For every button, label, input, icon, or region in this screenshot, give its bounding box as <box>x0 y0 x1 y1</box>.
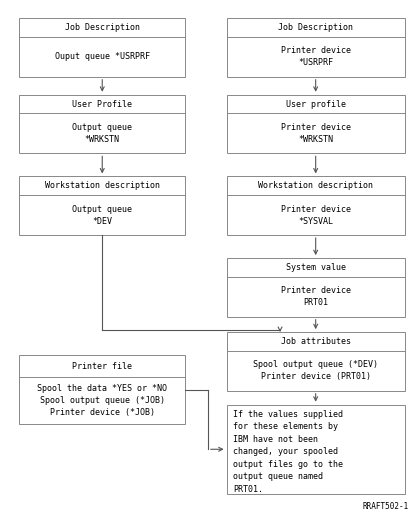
Bar <box>19 94 185 154</box>
Text: Printer device
*SYSVAL: Printer device *SYSVAL <box>281 204 351 226</box>
Text: Job Description: Job Description <box>278 23 353 32</box>
Text: Job attributes: Job attributes <box>281 337 351 346</box>
Text: Printer file: Printer file <box>72 362 132 371</box>
Text: RRAFT502-1: RRAFT502-1 <box>363 502 409 511</box>
Text: Printer device
*WRKSTN: Printer device *WRKSTN <box>281 123 351 144</box>
Text: Spool the data *YES or *NO
Spool output queue (*JOB)
Printer device (*JOB): Spool the data *YES or *NO Spool output … <box>37 384 167 417</box>
Text: Output queue
*DEV: Output queue *DEV <box>72 204 132 226</box>
Text: If the values supplied
for these elements by
IBM have not been
changed, your spo: If the values supplied for these element… <box>233 409 343 494</box>
Bar <box>226 332 405 391</box>
Text: Workstation description: Workstation description <box>258 181 373 190</box>
Text: User Profile: User Profile <box>72 100 132 108</box>
Bar <box>226 94 405 154</box>
Text: Workstation description: Workstation description <box>45 181 160 190</box>
Text: System value: System value <box>286 263 346 272</box>
Bar <box>19 176 185 235</box>
Bar <box>226 176 405 235</box>
Bar <box>19 18 185 77</box>
Text: Output queue
*WRKSTN: Output queue *WRKSTN <box>72 123 132 144</box>
Text: Job Description: Job Description <box>65 23 140 32</box>
Bar <box>19 355 185 424</box>
Text: Printer device
PRT01: Printer device PRT01 <box>281 286 351 307</box>
Text: Spool output queue (*DEV)
Printer device (PRT01): Spool output queue (*DEV) Printer device… <box>253 361 378 381</box>
Bar <box>226 18 405 77</box>
Text: Printer device
*USRPRF: Printer device *USRPRF <box>281 46 351 67</box>
Bar <box>226 258 405 317</box>
Bar <box>226 405 405 494</box>
Text: Ouput queue *USRPRF: Ouput queue *USRPRF <box>55 52 150 61</box>
Text: User profile: User profile <box>286 100 346 108</box>
